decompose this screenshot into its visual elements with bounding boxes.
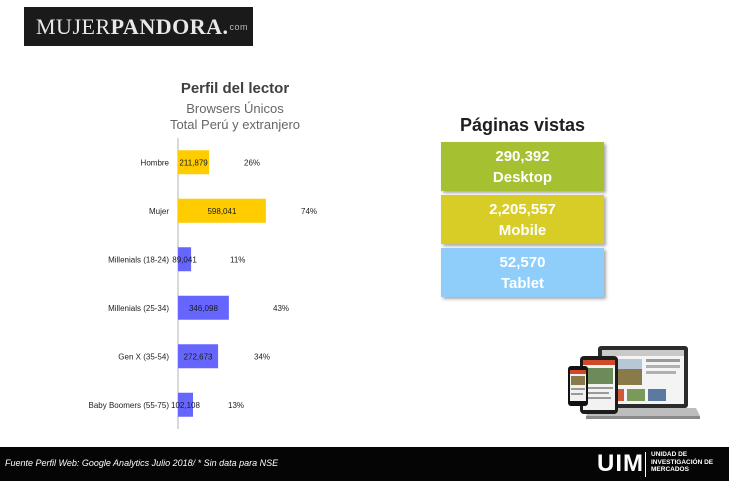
- percent-label: 13%: [228, 401, 244, 410]
- bar: [178, 150, 210, 175]
- source-note: Fuente Perfil Web: Google Analytics Juli…: [5, 458, 279, 468]
- uim-divider: [645, 452, 646, 477]
- pageviews-title: Páginas vistas: [459, 115, 586, 135]
- value-label: 272,673: [184, 352, 213, 361]
- mobile-pageviews-box: 2,205,557 Mobile: [441, 195, 604, 244]
- percent-label: 11%: [230, 255, 245, 264]
- uim-logo: UIM: [597, 450, 644, 477]
- value-label: 346,098: [189, 304, 218, 313]
- desktop-label: Desktop: [492, 168, 553, 186]
- category-label: Millenials (25-34): [108, 304, 169, 313]
- percent-label: 74%: [301, 207, 317, 216]
- devices-illustration-icon: [568, 346, 700, 419]
- category-label: Baby Boomers (55-75): [89, 401, 170, 410]
- chart-subtitle-line-1: Browsers Únicos: [186, 101, 284, 116]
- mobile-label: Mobile: [498, 221, 547, 239]
- category-label: Millenials (18-24): [108, 255, 169, 264]
- value-label: 598,041: [207, 207, 236, 216]
- category-label: Hombre: [141, 158, 170, 167]
- category-label: Gen X (35-54): [118, 352, 169, 361]
- bar: [178, 198, 266, 223]
- tablet-pageviews-box: 52,570 Tablet: [441, 248, 604, 297]
- mujerpandora-logo: MUJER PANDORA. com: [24, 7, 253, 46]
- uim-full-name: UNIDAD DE INVESTIGACIÓN DE MERCADOS: [651, 451, 714, 473]
- chart-title: Perfil del lector: [180, 80, 290, 97]
- value-label: 102,108: [171, 401, 200, 410]
- desktop-pageviews-value: 290,392: [495, 147, 550, 165]
- bar: [178, 295, 229, 320]
- reader-profile-bar-chart: Hombre 211,879 26% Mujer 598,041 74% Millenial…: [89, 138, 317, 429]
- mobile-pageviews-value: 2,205,557: [489, 200, 556, 218]
- percent-label: 34%: [254, 352, 270, 361]
- bar: [178, 392, 194, 417]
- bar: [178, 247, 192, 272]
- tablet-label: Tablet: [500, 274, 545, 292]
- tablet-pageviews-value: 52,570: [499, 253, 546, 271]
- percent-label: 43%: [273, 304, 289, 313]
- footer-bar: Fuente Perfil Web: Google Analytics Juli…: [0, 447, 729, 481]
- value-label: 89,041: [172, 255, 197, 264]
- desktop-pageviews-box: 290,392 Desktop: [441, 142, 604, 191]
- percent-label: 26%: [244, 158, 260, 167]
- value-label: 211,879: [179, 158, 208, 167]
- chart-subtitle-line-2: Total Perú y extranjero: [169, 117, 301, 132]
- category-label: Mujer: [149, 207, 169, 216]
- bar: [178, 344, 219, 369]
